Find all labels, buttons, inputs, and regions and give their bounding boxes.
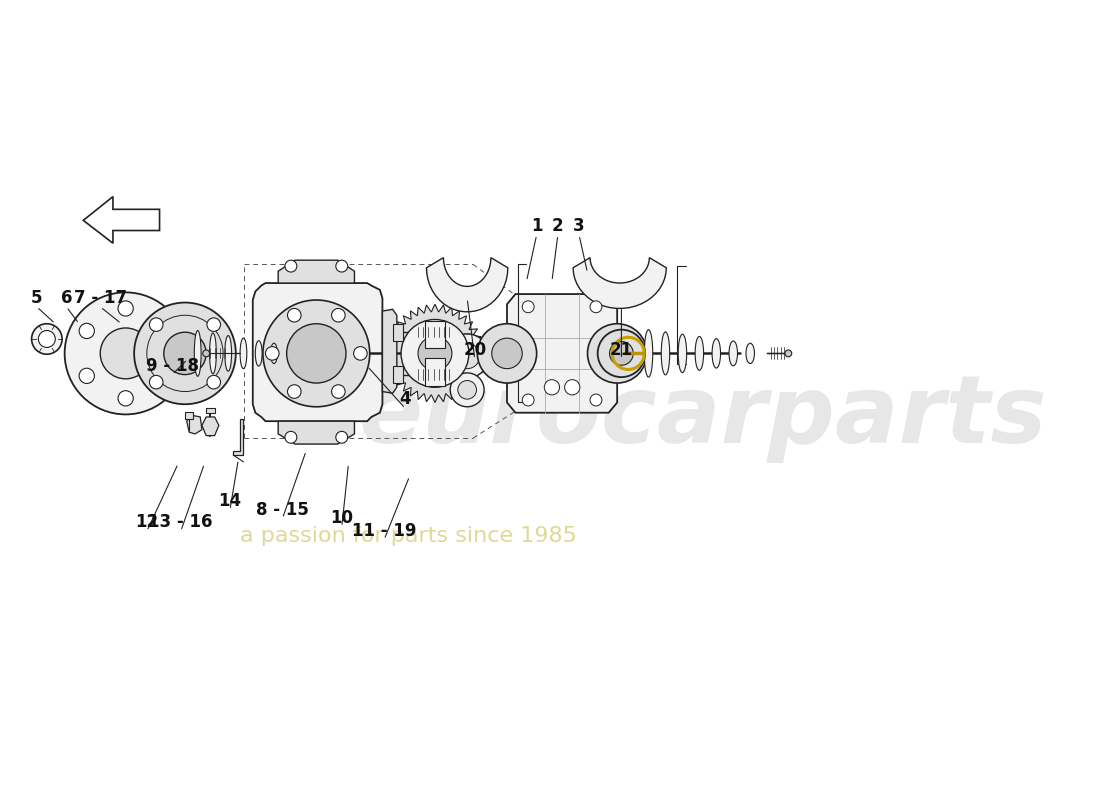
- Polygon shape: [383, 310, 397, 394]
- Text: 6: 6: [60, 289, 73, 306]
- Circle shape: [287, 309, 301, 322]
- Circle shape: [587, 324, 647, 383]
- Text: eurocarparts: eurocarparts: [359, 371, 1047, 463]
- Circle shape: [285, 260, 297, 272]
- Circle shape: [150, 375, 163, 389]
- Circle shape: [150, 318, 163, 331]
- Circle shape: [118, 301, 133, 316]
- Text: 20: 20: [463, 342, 486, 359]
- Bar: [425, 358, 446, 386]
- Text: 1: 1: [531, 217, 542, 234]
- Circle shape: [207, 318, 220, 331]
- Circle shape: [601, 332, 638, 370]
- Circle shape: [287, 385, 301, 398]
- Circle shape: [418, 337, 452, 370]
- Bar: [393, 366, 403, 383]
- Polygon shape: [278, 421, 354, 444]
- Ellipse shape: [255, 341, 262, 366]
- Text: 11 - 19: 11 - 19: [352, 522, 417, 540]
- Polygon shape: [507, 294, 617, 413]
- Text: 4: 4: [399, 390, 411, 409]
- Circle shape: [157, 368, 173, 383]
- Circle shape: [785, 350, 792, 357]
- Polygon shape: [84, 197, 160, 243]
- Circle shape: [287, 324, 346, 383]
- Text: 7 - 17: 7 - 17: [74, 289, 126, 306]
- Polygon shape: [187, 415, 202, 434]
- Circle shape: [522, 301, 535, 313]
- Circle shape: [564, 380, 580, 395]
- Circle shape: [65, 292, 187, 414]
- Circle shape: [39, 330, 55, 347]
- Ellipse shape: [661, 332, 670, 375]
- Circle shape: [32, 324, 62, 354]
- Text: 12: 12: [135, 514, 158, 531]
- Ellipse shape: [746, 343, 755, 363]
- Circle shape: [590, 394, 602, 406]
- Circle shape: [202, 350, 209, 357]
- Polygon shape: [573, 258, 667, 308]
- Circle shape: [285, 431, 297, 443]
- Circle shape: [492, 338, 522, 369]
- Text: 21: 21: [609, 342, 632, 359]
- Ellipse shape: [271, 343, 277, 363]
- Ellipse shape: [712, 338, 720, 368]
- Circle shape: [544, 380, 560, 395]
- Ellipse shape: [240, 338, 246, 369]
- Text: a passion for parts since 1985: a passion for parts since 1985: [240, 526, 576, 546]
- Circle shape: [336, 260, 348, 272]
- Text: 14: 14: [218, 492, 242, 510]
- Circle shape: [79, 368, 95, 383]
- Polygon shape: [386, 304, 484, 402]
- Text: 10: 10: [330, 509, 353, 527]
- Bar: [425, 321, 446, 348]
- Circle shape: [450, 373, 484, 406]
- Circle shape: [609, 341, 630, 361]
- Circle shape: [207, 375, 220, 389]
- Circle shape: [331, 309, 345, 322]
- Ellipse shape: [209, 333, 217, 374]
- Text: 3: 3: [573, 217, 585, 234]
- Circle shape: [446, 334, 490, 378]
- Bar: [185, 412, 194, 418]
- Circle shape: [265, 346, 279, 360]
- Circle shape: [164, 332, 206, 374]
- Circle shape: [134, 302, 235, 404]
- Circle shape: [454, 343, 480, 369]
- Text: 8 - 15: 8 - 15: [256, 501, 309, 518]
- Polygon shape: [253, 283, 383, 421]
- Polygon shape: [427, 258, 508, 312]
- Circle shape: [100, 328, 151, 379]
- Circle shape: [602, 338, 632, 369]
- Text: 13 - 16: 13 - 16: [148, 514, 213, 531]
- Polygon shape: [278, 260, 354, 283]
- Text: 9 - 18: 9 - 18: [146, 357, 199, 374]
- Text: 2: 2: [552, 217, 563, 234]
- Circle shape: [609, 342, 634, 366]
- Bar: [206, 408, 214, 413]
- Ellipse shape: [695, 337, 704, 370]
- Circle shape: [331, 385, 345, 398]
- Text: 5: 5: [31, 289, 43, 306]
- Circle shape: [402, 319, 469, 387]
- Circle shape: [263, 300, 370, 406]
- Polygon shape: [202, 417, 219, 435]
- Ellipse shape: [679, 334, 686, 373]
- Circle shape: [79, 323, 95, 338]
- Circle shape: [590, 301, 602, 313]
- Circle shape: [353, 346, 367, 360]
- Ellipse shape: [224, 335, 232, 371]
- Circle shape: [597, 330, 645, 377]
- Circle shape: [458, 381, 476, 399]
- Ellipse shape: [195, 330, 201, 376]
- Circle shape: [522, 394, 535, 406]
- Circle shape: [477, 324, 537, 383]
- Bar: [393, 324, 403, 341]
- Circle shape: [157, 323, 173, 338]
- Ellipse shape: [645, 330, 652, 377]
- Ellipse shape: [729, 341, 737, 366]
- Polygon shape: [233, 419, 243, 455]
- Circle shape: [336, 431, 348, 443]
- Circle shape: [118, 390, 133, 406]
